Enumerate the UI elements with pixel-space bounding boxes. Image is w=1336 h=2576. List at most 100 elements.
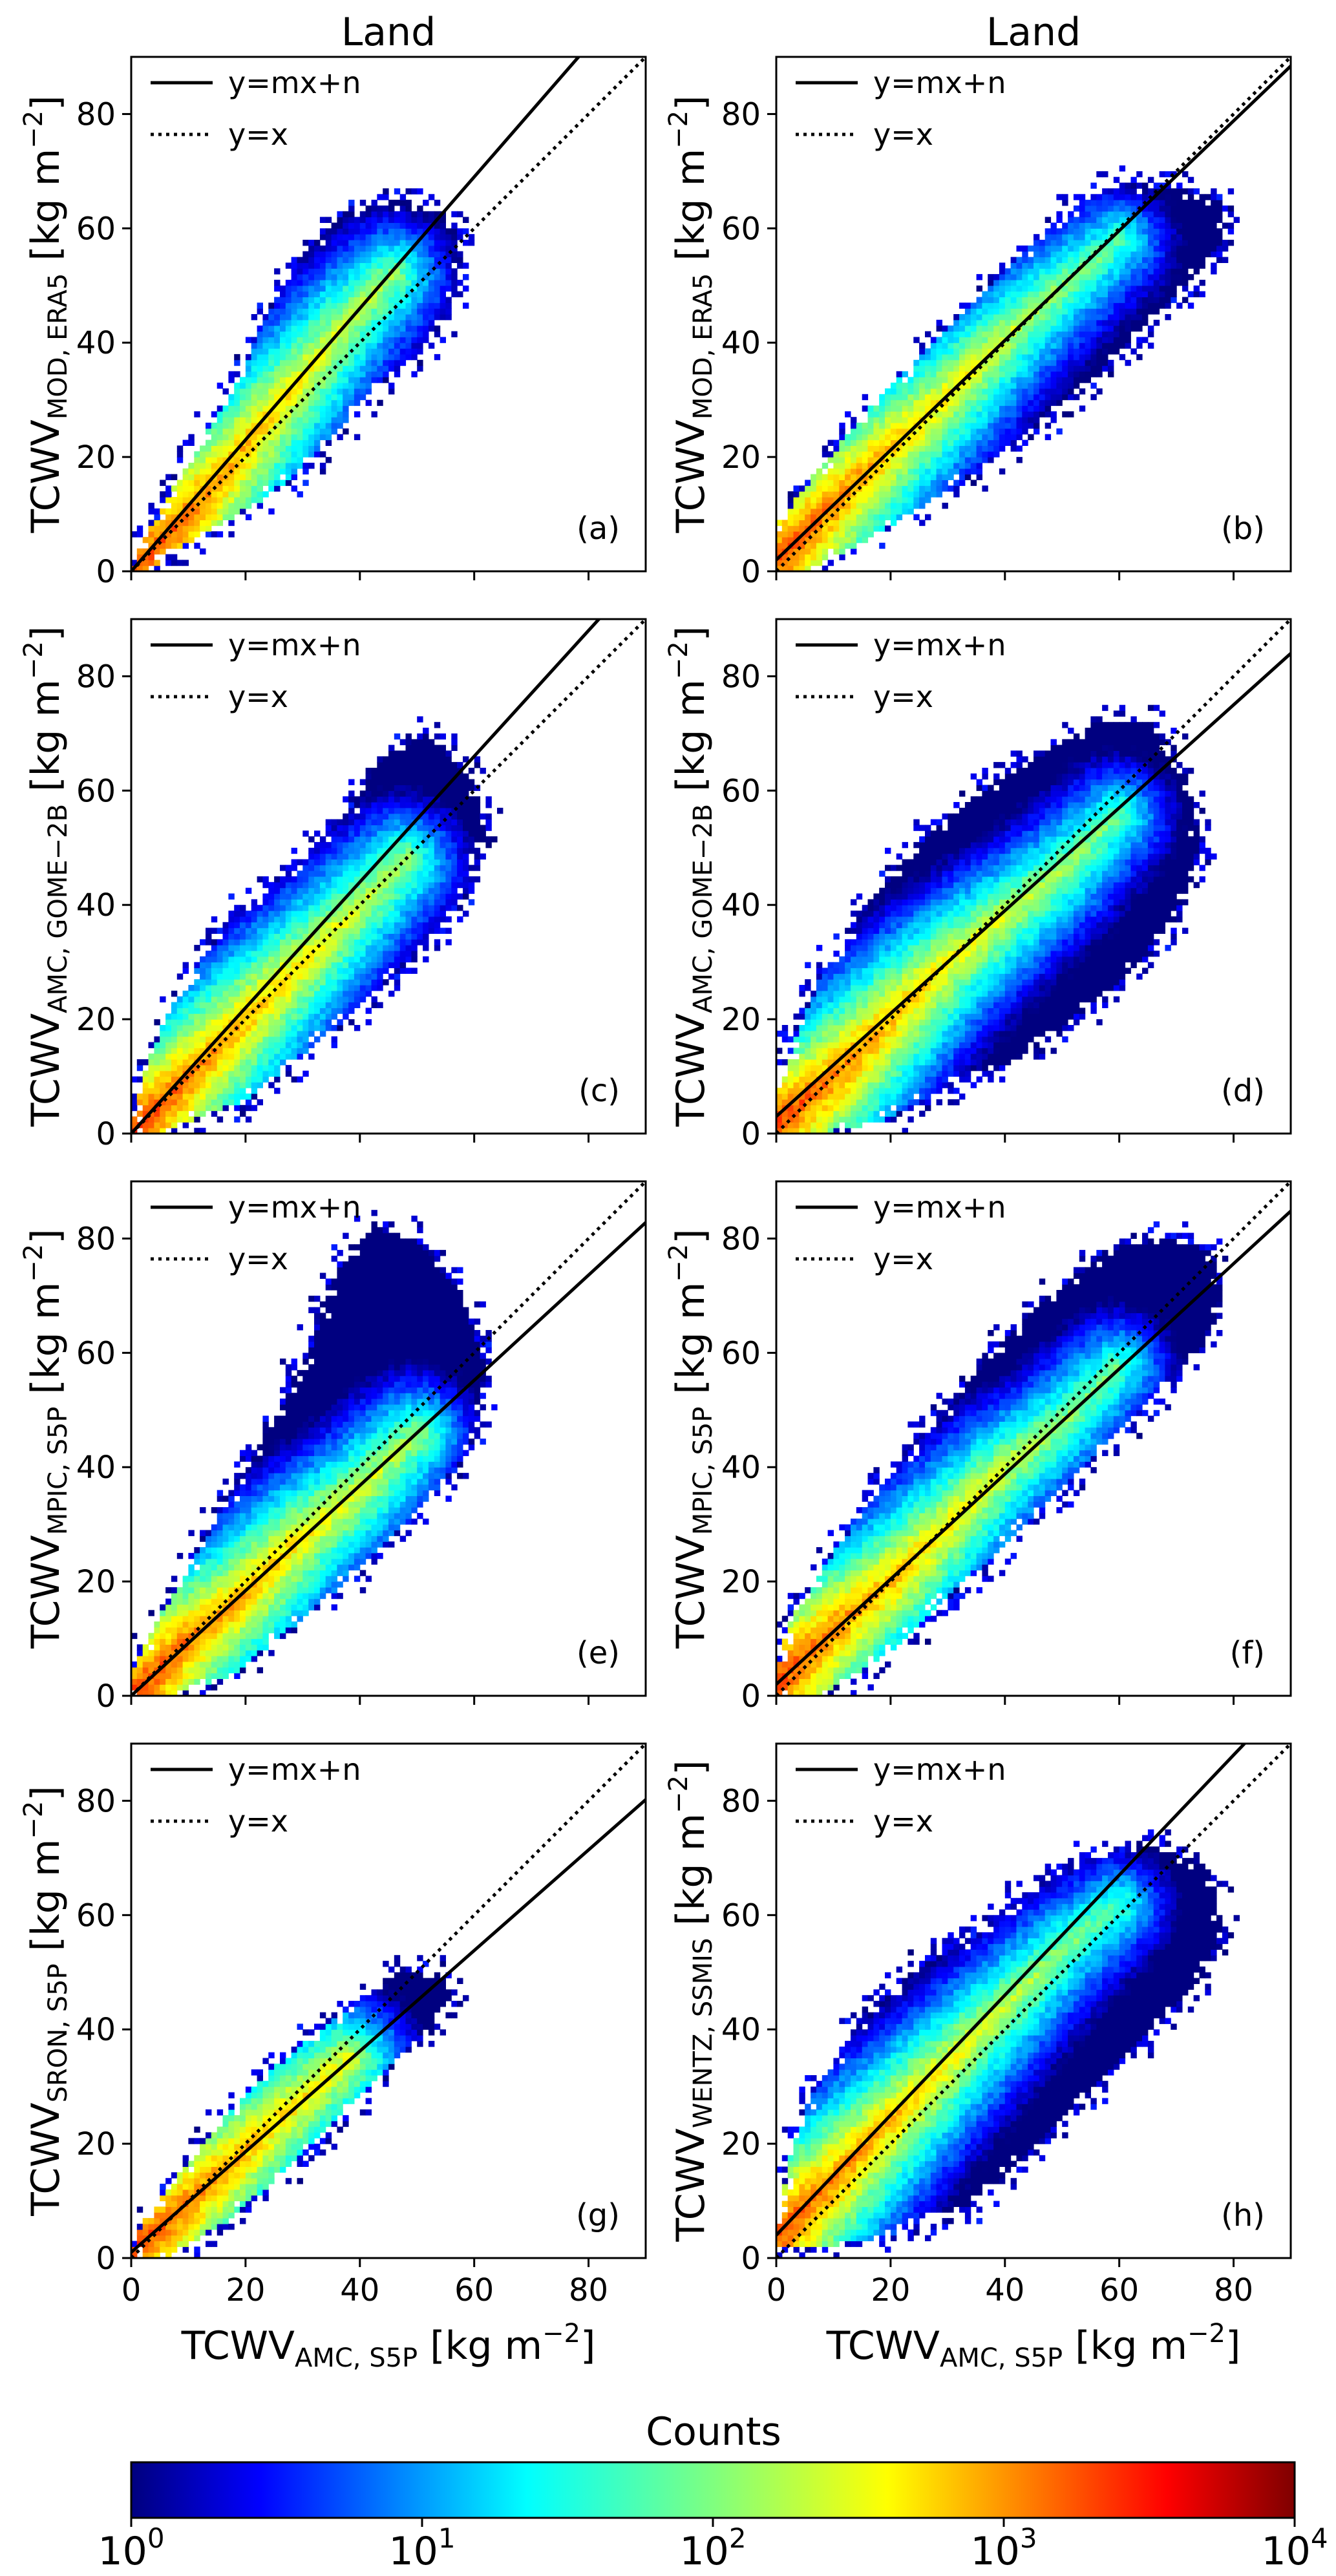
heatmap-cell [331, 1036, 337, 1042]
heatmap-cell [1028, 377, 1034, 383]
heatmap-cell [234, 996, 240, 1003]
heatmap-cell [291, 279, 297, 286]
heatmap-cell [285, 383, 292, 389]
heatmap-cell [308, 291, 315, 297]
heatmap-cell [879, 520, 885, 526]
heatmap-cell [1187, 291, 1194, 297]
heatmap-cell [1125, 325, 1131, 332]
heatmap-cell [182, 1025, 189, 1031]
heatmap-cell [359, 234, 366, 240]
heatmap-cell [171, 1099, 178, 1106]
heatmap-cell [976, 474, 982, 480]
heatmap-cell [913, 468, 920, 475]
heatmap-cell [297, 905, 303, 911]
heatmap-cell [1039, 279, 1046, 286]
heatmap-cell [348, 359, 355, 366]
heatmap-cell [417, 359, 423, 366]
heatmap-cell [1182, 206, 1189, 212]
heatmap-cell [377, 841, 383, 849]
heatmap-cell [343, 973, 349, 980]
panel-label: (b) [1221, 511, 1265, 547]
heatmap-cell [993, 394, 1000, 401]
heatmap-cell [240, 985, 246, 991]
heatmap-cell [988, 399, 994, 406]
heatmap-cell [251, 1042, 258, 1048]
heatmap-cell [297, 1048, 303, 1054]
heatmap-cell [274, 383, 281, 389]
heatmap-cell [953, 337, 960, 343]
heatmap-cell [1199, 234, 1205, 240]
heatmap-cell [371, 291, 377, 297]
heatmap-cell [188, 990, 195, 997]
heatmap-cell [194, 474, 200, 480]
heatmap-cell [222, 1053, 229, 1060]
heatmap-cell [1165, 291, 1171, 297]
heatmap-cell [206, 428, 212, 435]
heatmap-cell [964, 343, 971, 349]
heatmap-cell [348, 399, 355, 406]
heatmap-cell [268, 463, 275, 469]
heatmap-cell [377, 262, 383, 269]
heatmap-cell [285, 911, 292, 917]
heatmap-cell [268, 911, 275, 917]
heatmap-cell [234, 388, 240, 395]
heatmap-cell [302, 922, 309, 929]
heatmap-cell [262, 354, 269, 361]
heatmap-cell [1171, 251, 1177, 258]
heatmap-cell [359, 285, 366, 292]
heatmap-cell [1142, 279, 1149, 286]
heatmap-cell [930, 359, 937, 366]
heatmap-cell [1044, 337, 1052, 343]
heatmap-cell [337, 279, 343, 286]
heatmap-cell [879, 502, 885, 509]
heatmap-cell [776, 560, 783, 566]
heatmap-cell [1171, 200, 1177, 206]
y-tick-label: 40 [76, 325, 116, 361]
heatmap-cell [348, 200, 355, 206]
heatmap-cell [1176, 194, 1183, 200]
heatmap-cell [925, 480, 931, 486]
heatmap-cell [787, 554, 794, 560]
heatmap-cell [257, 1002, 263, 1008]
heatmap-cell [291, 394, 297, 401]
heatmap-cell [959, 405, 966, 412]
heatmap-cell [1142, 211, 1149, 218]
heatmap-cell [377, 790, 383, 797]
heatmap-cell [793, 554, 800, 560]
heatmap-cell [262, 1030, 269, 1037]
heatmap-cell [964, 325, 971, 332]
heatmap-cell [964, 399, 971, 406]
heatmap-cell [171, 1076, 178, 1082]
heatmap-cell [822, 554, 829, 560]
heatmap-cell [964, 314, 971, 321]
heatmap-cell [434, 308, 441, 315]
heatmap-cell [1102, 200, 1108, 206]
heatmap-cell [308, 882, 315, 889]
heatmap-cell [343, 836, 349, 843]
heatmap-cell [851, 428, 857, 435]
heatmap-cell [805, 520, 811, 526]
heatmap-cell [142, 565, 149, 571]
heatmap-cell [1010, 285, 1017, 292]
heatmap-cell [805, 536, 811, 544]
heatmap-cell [222, 996, 229, 1003]
heatmap-cell [348, 228, 355, 235]
heatmap-cell [417, 279, 423, 286]
heatmap-cell [262, 491, 269, 498]
heatmap-cell [1182, 228, 1189, 235]
heatmap-cell [993, 388, 1000, 395]
heatmap-cell [211, 1013, 218, 1020]
heatmap-cell [942, 423, 948, 429]
heatmap-cell [337, 916, 343, 923]
heatmap-cell [377, 945, 383, 951]
heatmap-cell [234, 1048, 240, 1054]
heatmap-cell [194, 1128, 200, 1134]
heatmap-cell [440, 337, 446, 343]
heatmap-cell [200, 474, 206, 480]
heatmap-cell [165, 554, 172, 560]
heatmap-cell [976, 377, 982, 383]
heatmap-cell [948, 377, 954, 383]
heatmap-cell [1062, 291, 1068, 297]
heatmap-cell [285, 359, 292, 366]
heatmap-cell [1182, 234, 1189, 240]
